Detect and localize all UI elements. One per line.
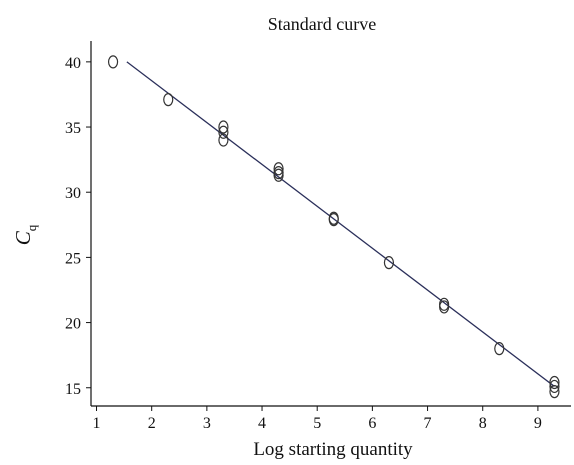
data-point — [218, 125, 229, 139]
y-axis-label-main: C — [11, 230, 35, 245]
x-tick-label: 8 — [479, 415, 487, 432]
fit-line — [126, 61, 555, 387]
x-tick-label: 5 — [313, 415, 321, 432]
data-point — [273, 168, 284, 182]
data-point — [383, 256, 395, 270]
data-point — [549, 379, 560, 394]
y-tick-label: 15 — [65, 381, 81, 398]
data-point — [439, 300, 450, 314]
x-axis-label: Log starting quantity — [253, 439, 413, 460]
y-tick-label: 35 — [65, 120, 81, 137]
x-tick-label: 1 — [93, 415, 101, 432]
x-tick-label: 7 — [424, 415, 432, 432]
data-point — [328, 212, 339, 227]
data-point — [218, 133, 229, 147]
data-point — [549, 385, 560, 399]
data-point — [218, 120, 229, 134]
fit-line-group — [126, 61, 555, 387]
y-axis-label: Cq — [11, 224, 39, 245]
axes: 1 2 3 4 5 6 7 8 9 15 20 25 30 35 40 — [65, 41, 571, 432]
x-tick-label: 3 — [203, 415, 211, 432]
x-tick-label: 2 — [148, 415, 156, 432]
x-tick-label: 6 — [368, 415, 376, 432]
data-point — [549, 375, 560, 390]
data-point — [163, 93, 174, 107]
data-points-group — [107, 55, 560, 399]
x-tick-label: 9 — [534, 415, 542, 432]
y-tick-label: 30 — [65, 185, 81, 202]
chart-title: Standard curve — [268, 14, 376, 34]
y-tick-label: 25 — [65, 250, 81, 267]
y-tick-label: 40 — [65, 55, 81, 72]
data-point — [273, 162, 284, 176]
x-tick-label: 4 — [258, 415, 266, 432]
data-point — [107, 55, 119, 69]
y-axis-label-subscript: q — [24, 224, 39, 231]
y-tick-label: 20 — [65, 316, 81, 333]
data-point — [494, 342, 505, 356]
